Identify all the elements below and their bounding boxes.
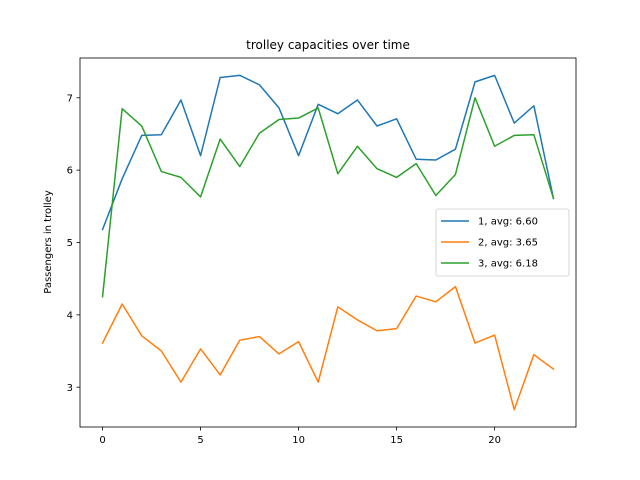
legend-box	[435, 208, 570, 277]
legend-entry-3: 3, avg: 6.18	[478, 259, 538, 270]
x-tick-label: 15	[390, 435, 403, 446]
y-axis: 3 4 5 6 7	[67, 93, 80, 394]
x-tick-label: 10	[292, 435, 305, 446]
chart-title: trolley capacities over time	[246, 38, 410, 52]
series-line-3	[101, 97, 555, 298]
y-tick-label: 7	[67, 93, 73, 104]
x-tick-label: 20	[488, 435, 501, 446]
x-axis: 0 5 10 15 20	[99, 427, 501, 446]
series-line-2	[101, 285, 555, 411]
legend-entry-2: 2, avg: 3.65	[478, 238, 538, 249]
y-axis-label: Passengers in trolley	[43, 190, 54, 294]
series-line-1	[101, 74, 555, 231]
y-tick-label: 4	[67, 310, 73, 321]
x-tick-label: 0	[99, 435, 105, 446]
x-tick-label: 5	[197, 435, 203, 446]
y-tick-label: 6	[67, 166, 73, 177]
y-tick-label: 5	[67, 238, 73, 249]
legend-entry-1: 1, avg: 6.60	[478, 217, 538, 228]
legend: 1, avg: 6.60 2, avg: 3.65 3, avg: 6.18	[435, 208, 570, 277]
y-tick-label: 3	[67, 383, 73, 394]
